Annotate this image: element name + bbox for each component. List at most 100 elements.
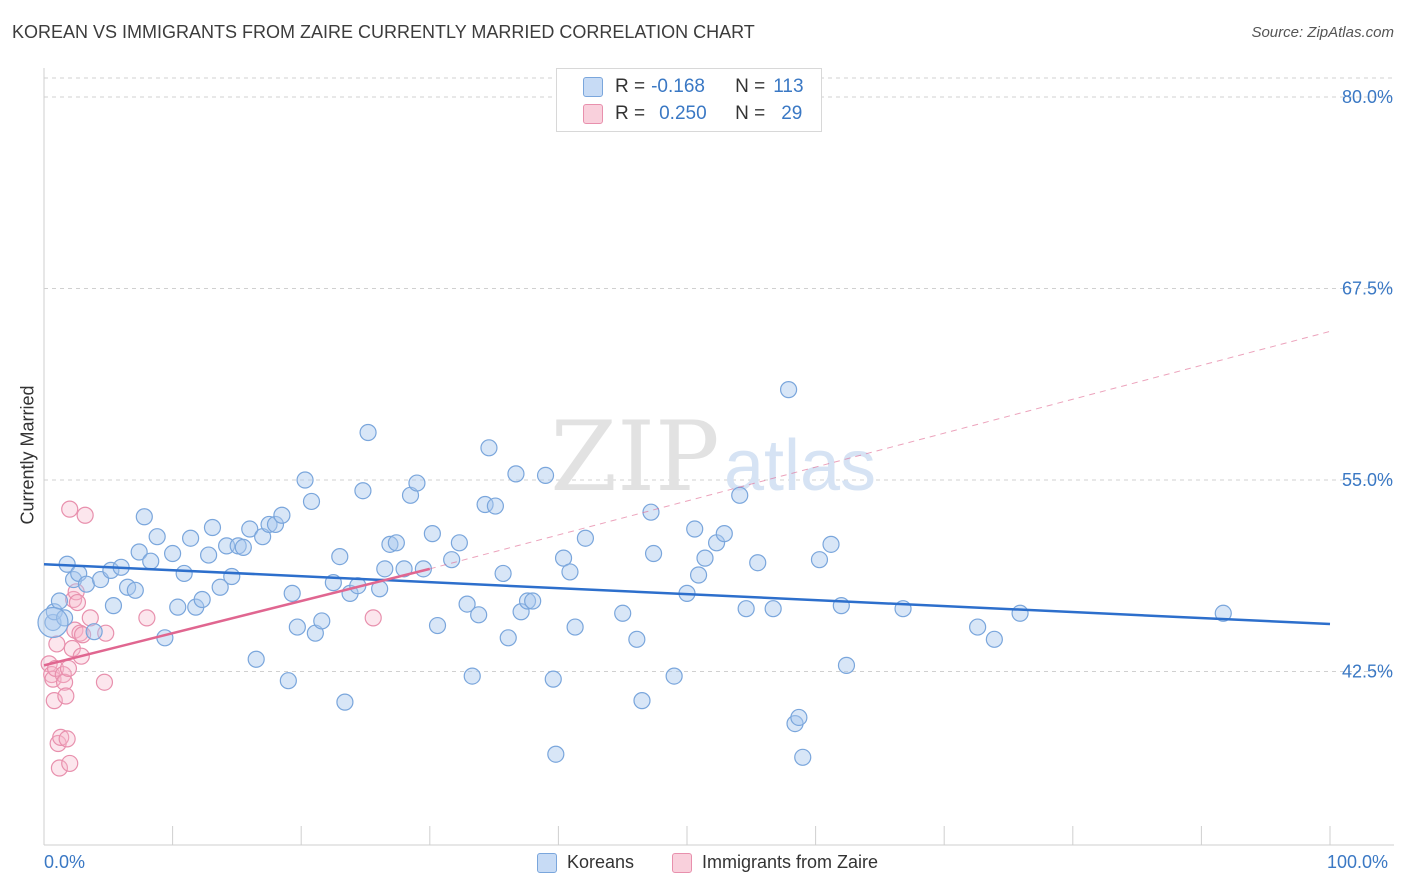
koreans-point-47	[331, 547, 349, 566]
zaire-point-15	[61, 754, 79, 773]
koreans-point-102	[790, 708, 808, 727]
zaire-r-value: 0.250	[659, 103, 707, 124]
koreans-point-65	[458, 595, 476, 613]
koreans-point-7	[77, 575, 96, 593]
legend-label-zaire: Immigrants from Zaire	[702, 852, 879, 872]
y-tick-label-0: 80.0%	[1342, 87, 1393, 107]
y-tick-label-2: 55.0%	[1342, 470, 1393, 490]
koreans-point-105	[822, 535, 840, 553]
koreans-point-107	[837, 656, 856, 674]
koreans-point-69	[480, 439, 498, 457]
koreans-point-80	[554, 549, 573, 567]
watermark-atlas: atlas	[724, 426, 876, 506]
koreans-point-large	[37, 606, 69, 639]
koreans-point-36	[260, 515, 278, 534]
legend-label-koreans: Koreans	[567, 852, 635, 872]
zaire-point-26	[95, 673, 114, 691]
zaire-point-24	[76, 506, 94, 524]
koreans-point-95	[715, 525, 733, 543]
legend-item-zaire[interactable]: Immigrants from Zaire	[672, 852, 878, 873]
koreans-point-17	[142, 552, 160, 570]
zaire-point-10	[55, 673, 74, 691]
zaire-trend-extension	[429, 330, 1331, 570]
koreans-point-43	[302, 492, 321, 511]
koreans-point-104	[810, 551, 829, 569]
y-tick-labels: 80.0% 67.5% 55.0% 42.5%	[1342, 87, 1393, 682]
koreans-point-103	[794, 748, 812, 766]
zaire-point-8	[52, 728, 70, 746]
koreans-point-109	[969, 618, 987, 636]
koreans-point-14	[126, 581, 144, 599]
koreans-point-59	[408, 474, 426, 492]
koreans-point-32	[234, 538, 252, 557]
zaire-point-25	[81, 609, 99, 627]
n-label: N =	[735, 76, 766, 97]
koreans-point-25	[193, 590, 211, 609]
koreans-point-98	[749, 554, 767, 572]
x-tick-label-max: 100.0%	[1327, 852, 1389, 872]
koreans-point-41	[288, 618, 306, 636]
koreans-point-91	[686, 520, 704, 538]
r-label: R =	[615, 103, 646, 124]
koreans-point-78	[544, 670, 562, 688]
koreans-point-96	[731, 486, 749, 504]
zaire-point-29	[364, 609, 382, 627]
koreans-point-37	[266, 515, 285, 534]
koreans-point-16	[135, 508, 153, 526]
zaire-point-14	[61, 500, 79, 518]
koreans-point-40	[283, 584, 301, 602]
koreans-point-30	[223, 567, 241, 586]
zaire-point-13	[59, 659, 78, 678]
koreans-point-85	[628, 630, 646, 648]
koreans-point-100	[779, 381, 798, 399]
zaire-point-5	[48, 635, 66, 653]
koreans-point-48	[336, 693, 354, 711]
stats-row-koreans: R = -0.168 N = 113	[583, 74, 804, 100]
koreans-point-70	[486, 497, 504, 515]
koreans-point-18	[148, 528, 166, 546]
koreans-point-2	[50, 592, 69, 610]
bottom-legend: Koreans Immigrants from Zaire	[0, 852, 1406, 876]
koreans-point-11	[104, 597, 123, 615]
legend-item-koreans[interactable]: Koreans	[537, 852, 634, 873]
koreans-point-77	[536, 466, 555, 485]
koreans-point-21	[169, 598, 187, 616]
koreans-point-63	[443, 551, 461, 569]
y-tick-label-3: 42.5%	[1342, 662, 1393, 682]
koreans-point-15	[130, 543, 148, 561]
koreans-point-71	[494, 564, 512, 583]
koreans-point-45	[313, 612, 331, 630]
zaire-point-20	[68, 593, 87, 612]
stats-row-zaire: R = 0.250 N = 29	[583, 101, 802, 127]
axes	[43, 68, 1394, 846]
koreans-point-81	[561, 563, 579, 581]
koreans-point-42	[296, 471, 314, 489]
koreans-point-8	[85, 623, 103, 641]
trend-lines	[43, 330, 1331, 667]
koreans-point-111	[1011, 604, 1029, 622]
n-label: N =	[735, 103, 766, 124]
grid-lines	[44, 77, 1394, 672]
koreans-point-28	[211, 578, 229, 596]
legend-swatch-koreans	[537, 852, 557, 873]
koreans-point-99	[764, 600, 782, 618]
koreans-point-76	[524, 592, 542, 610]
chart-title: KOREAN VS IMMIGRANTS FROM ZAIRE CURRENTL…	[12, 22, 755, 42]
koreans-point-82	[566, 618, 584, 636]
koreans-point-110	[985, 630, 1003, 648]
source-label: Source: ZipAtlas.com	[1251, 24, 1394, 41]
y-tick-label-1: 67.5%	[1342, 279, 1393, 299]
koreans-point-62	[428, 616, 447, 635]
koreans-point-89	[665, 667, 683, 685]
r-label: R =	[615, 76, 646, 97]
koreans-point-97	[737, 600, 755, 618]
koreans-point-83	[576, 529, 595, 547]
koreans-point-86	[633, 692, 651, 710]
koreans-n-value: 113	[773, 76, 804, 97]
stats-legend: R = -0.168 N = 113 R = 0.250 N = 29	[556, 68, 822, 132]
koreans-point-26	[200, 546, 218, 564]
koreans-swatch	[583, 77, 603, 97]
koreans-point-57	[395, 560, 413, 578]
koreans-point-67	[470, 606, 488, 624]
